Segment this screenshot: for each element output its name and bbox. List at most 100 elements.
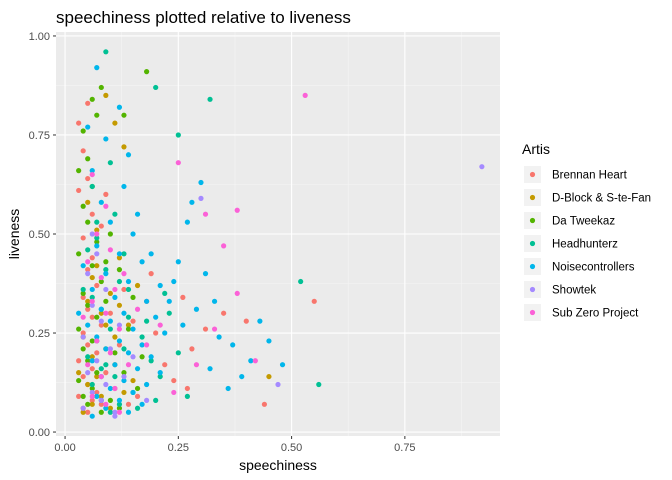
data-point-brennan-heart [221,310,227,316]
data-point-noisecontrollers [85,322,91,328]
data-point-noisecontrollers [216,334,222,340]
data-point-sub-zero-project [175,160,181,166]
data-point-showtek [479,164,485,170]
data-point-noisecontrollers [107,385,113,392]
data-point-sub-zero-project [94,338,100,344]
data-point-da-tweekaz [134,385,141,392]
data-point-da-tweekaz [76,251,82,257]
data-point-headhunterz [89,381,95,388]
data-point-headhunterz [125,286,132,293]
x-axis: 0.00 0.25 0.50 0.75 [54,436,416,454]
data-point-d-block-s-te-fan [116,255,123,261]
data-point-headhunterz [85,354,91,360]
y-tick-label: 0.50 [29,229,50,241]
data-point-brennan-heart [116,342,123,348]
data-point-headhunterz [153,84,159,91]
data-point-brennan-heart [85,306,91,312]
y-tick-label: 0.00 [29,427,50,439]
data-point-brennan-heart [80,330,86,336]
data-point-da-tweekaz [94,239,100,245]
data-point-noisecontrollers [116,104,123,110]
data-point-noisecontrollers [175,259,181,265]
data-point-noisecontrollers [198,179,204,186]
data-point-d-block-s-te-fan [94,227,100,233]
data-point-noisecontrollers [166,298,172,304]
data-point-headhunterz [85,247,91,253]
legend-label: Da Tweekaz [552,216,615,228]
data-point-da-tweekaz [80,290,86,297]
data-point-headhunterz [107,409,113,415]
data-point-brennan-heart [94,389,100,396]
data-point-brennan-heart [134,393,141,399]
data-point-brennan-heart [76,187,82,194]
data-point-brennan-heart [243,318,249,324]
data-point-sub-zero-project [112,286,118,293]
data-point-headhunterz [103,267,109,273]
data-point-showtek [103,381,109,388]
data-point-noisecontrollers [98,306,104,312]
data-point-d-block-s-te-fan [89,274,95,281]
data-point-noisecontrollers [139,401,145,407]
data-point-noisecontrollers [125,409,132,415]
data-point-headhunterz [166,310,172,316]
data-point-showtek [85,271,91,277]
data-point-noisecontrollers [94,65,100,71]
data-point-showtek [121,373,127,380]
data-point-noisecontrollers [148,251,154,257]
data-point-showtek [107,346,113,352]
data-point-noisecontrollers [134,211,141,217]
legend-item-da-tweekaz: Da Tweekaz [524,212,615,229]
data-point-showtek [89,302,95,308]
data-point-noisecontrollers [266,338,272,344]
data-point-sub-zero-project [144,342,150,348]
legend-label: Headhunterz [552,239,618,251]
data-point-noisecontrollers [125,350,132,356]
x-tick-label: 0.75 [394,442,415,454]
data-point-sub-zero-project [125,362,132,368]
data-point-noisecontrollers [139,259,145,265]
data-point-brennan-heart [125,401,132,407]
data-point-showtek [112,413,118,419]
data-point-d-block-s-te-fan [85,199,91,205]
data-point-noisecontrollers [89,168,95,174]
data-point-d-block-s-te-fan [89,401,95,407]
data-point-brennan-heart [89,366,95,372]
data-point-sub-zero-project [116,326,123,332]
data-point-da-tweekaz [85,358,91,364]
data-point-noisecontrollers [80,263,86,269]
data-point-sub-zero-project [98,373,104,380]
data-point-d-block-s-te-fan [112,334,118,340]
data-point-noisecontrollers [107,219,113,225]
data-point-noisecontrollers [116,251,123,257]
data-point-sub-zero-project [193,362,200,368]
data-point-noisecontrollers [103,346,109,352]
data-point-sub-zero-project [89,393,95,399]
data-point-noisecontrollers [162,330,168,336]
data-point-d-block-s-te-fan [103,322,109,328]
data-point-sub-zero-project [211,326,218,332]
data-point-d-block-s-te-fan [85,381,91,388]
data-point-noisecontrollers [157,370,163,376]
data-point-da-tweekaz [85,302,91,308]
data-point-sub-zero-project [112,385,118,392]
data-point-showtek [89,231,95,237]
data-point-d-block-s-te-fan [89,354,95,360]
data-point-brennan-heart [148,271,154,277]
data-point-showtek [98,318,104,324]
data-point-brennan-heart [85,342,91,348]
data-point-noisecontrollers [85,124,91,130]
data-point-sub-zero-project [302,92,308,98]
data-point-noisecontrollers [121,310,127,316]
data-point-headhunterz [121,251,127,257]
data-point-noisecontrollers [157,282,163,289]
data-point-headhunterz [112,373,118,380]
data-point-noisecontrollers [184,219,190,225]
data-point-d-block-s-te-fan [107,290,113,297]
data-point-showtek [94,358,100,364]
data-point-sub-zero-project [107,350,113,356]
data-point-da-tweekaz [103,298,109,304]
data-point-da-tweekaz [112,350,118,356]
data-point-d-block-s-te-fan [116,302,123,308]
data-point-noisecontrollers [89,358,95,364]
data-point-noisecontrollers [89,286,95,293]
